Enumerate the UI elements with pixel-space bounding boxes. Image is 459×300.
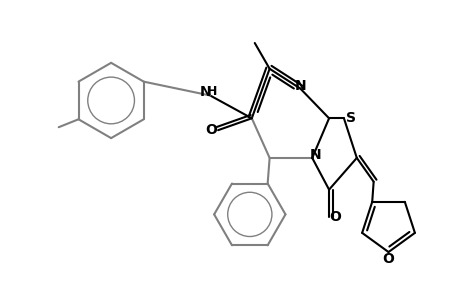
Text: N: N: [309, 148, 320, 162]
Text: O: O: [328, 210, 340, 224]
Text: H: H: [207, 85, 217, 98]
Text: N: N: [294, 79, 306, 93]
Text: O: O: [382, 252, 394, 266]
Text: O: O: [205, 123, 217, 137]
Text: S: S: [345, 111, 355, 125]
Text: N: N: [199, 85, 211, 98]
